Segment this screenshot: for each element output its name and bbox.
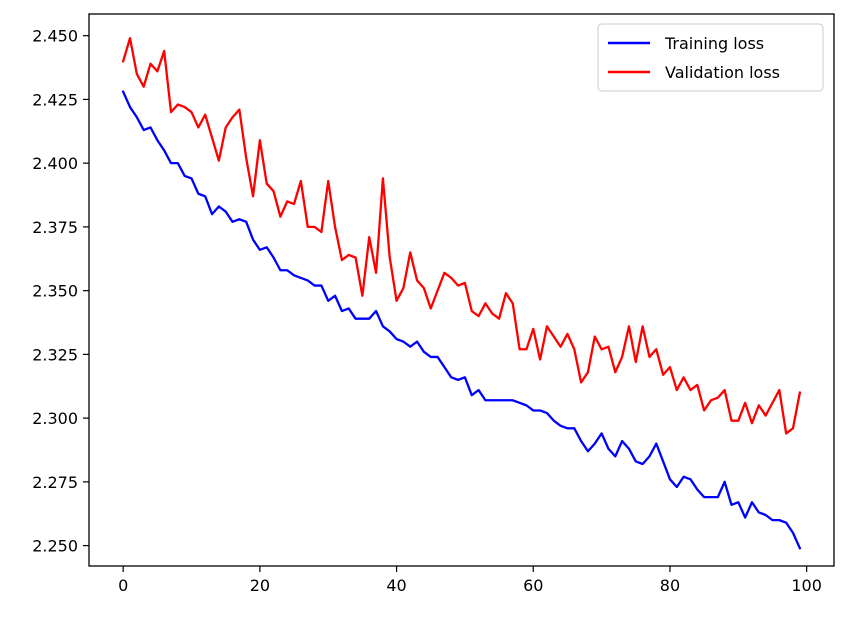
x-tick-label: 0 [118, 576, 128, 595]
y-tick-label: 2.425 [32, 90, 78, 109]
legend-label-training: Training loss [664, 34, 764, 53]
y-tick-label: 2.400 [32, 154, 78, 173]
y-tick-label: 2.275 [32, 473, 78, 492]
y-tick-label: 2.350 [32, 282, 78, 301]
y-tick-label: 2.250 [32, 537, 78, 556]
y-tick-label: 2.325 [32, 345, 78, 364]
series-line-training-loss [121, 90, 802, 550]
x-tick-label: 40 [386, 576, 406, 595]
x-tick-label: 80 [660, 576, 680, 595]
x-tick-label: 100 [791, 576, 822, 595]
x-tick-label: 20 [250, 576, 270, 595]
legend-label-validation: Validation loss [665, 63, 780, 82]
series-line-validation-loss [121, 37, 802, 435]
y-tick-label: 2.375 [32, 218, 78, 237]
x-tick-label: 60 [523, 576, 543, 595]
series-layer [121, 37, 802, 550]
y-axis: 2.250 2.275 2.300 2.325 2.350 2.375 2.400 2.425… [32, 27, 89, 556]
plot-frame [88, 13, 835, 567]
y-tick-label: 2.300 [32, 409, 78, 428]
legend-box [597, 23, 824, 92]
x-axis: 0 20 40 60 80 100 [118, 566, 822, 595]
legend: Training loss Validation loss [597, 23, 824, 92]
y-tick-label: 2.450 [32, 27, 78, 46]
